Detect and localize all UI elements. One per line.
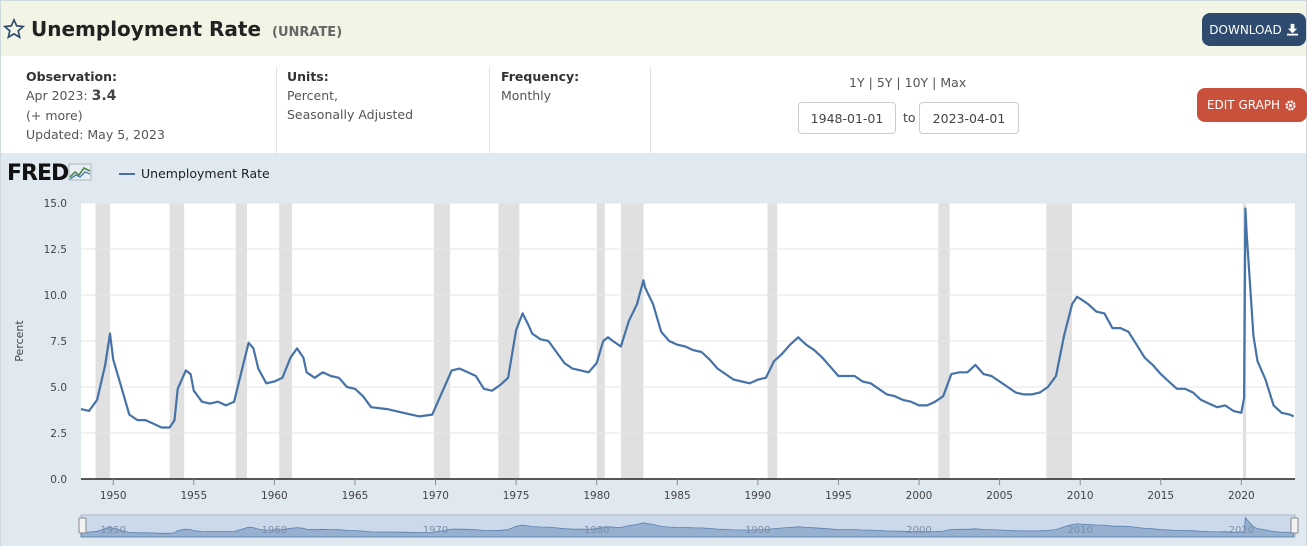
x-tick-label: 1990	[744, 490, 771, 502]
navigator-label: 1970	[423, 525, 448, 536]
x-tick-label: 2020	[1228, 490, 1255, 502]
series-line-unemployment-rate	[80, 207, 1295, 429]
navigator-label: 1990	[745, 525, 770, 536]
observation-label: Observation:	[26, 69, 117, 84]
download-label: DOWNLOAD	[1209, 22, 1282, 37]
to-label: to	[903, 110, 916, 125]
observation-block: Observation: Apr 2023: 3.4 (+ more) Upda…	[26, 67, 165, 144]
more-link[interactable]: (+ more)	[26, 108, 83, 123]
series-name: Unemployment Rate	[31, 17, 262, 41]
x-tick-label: 1980	[583, 490, 610, 502]
series-id: (UNRATE)	[272, 25, 343, 40]
download-button[interactable]: DOWNLOAD	[1202, 13, 1306, 46]
navigator-handle[interactable]	[1290, 517, 1299, 534]
range-separator: |	[868, 75, 873, 90]
frequency-block: Frequency: Monthly	[501, 67, 579, 105]
chart-legend[interactable]: Unemployment Rate	[119, 166, 270, 181]
range-1y[interactable]: 1Y	[849, 75, 865, 90]
units-line1: Percent,	[287, 88, 339, 103]
star-icon[interactable]	[3, 18, 25, 40]
download-icon	[1286, 23, 1298, 36]
units-label: Units:	[287, 69, 329, 84]
gear-icon	[1285, 99, 1296, 111]
x-tick-label: 2000	[906, 490, 933, 502]
range-separator: |	[932, 75, 937, 90]
edit-graph-button[interactable]: EDIT GRAPH	[1197, 88, 1307, 122]
y-tick-label: 15.0	[44, 198, 67, 210]
updated-date: Updated: May 5, 2023	[26, 127, 165, 142]
observation-date: Apr 2023:	[26, 88, 88, 103]
chart: 0.0 2.5 5.0 7.5 10.0 12.5 15.0 1950 1955 1960 1965…	[13, 198, 1299, 538]
y-axis-label: Percent	[13, 320, 26, 362]
x-tick-label: 1950	[100, 490, 127, 502]
navigator-handle[interactable]	[78, 517, 87, 534]
start-date-input[interactable]: 1948-01-01	[798, 102, 896, 134]
x-tick-label: 2005	[986, 490, 1013, 502]
y-tick-label: 2.5	[50, 428, 67, 440]
navigator-label: 1980	[584, 525, 609, 536]
fred-logo: FRED	[7, 161, 92, 186]
x-tick-label: 1960	[261, 490, 288, 502]
navigator-label: 1960	[262, 525, 287, 536]
y-tick-label: 7.5	[50, 336, 67, 348]
range-10y[interactable]: 10Y	[904, 75, 929, 90]
navigator-label: 1950	[101, 525, 126, 536]
end-date-input[interactable]: 2023-04-01	[919, 102, 1019, 134]
x-tick-label: 1970	[422, 490, 449, 502]
fred-chart-icon	[68, 163, 92, 181]
range-links: 1Y | 5Y | 10Y | Max	[849, 75, 966, 90]
y-tick-label: 5.0	[50, 382, 67, 394]
x-tick-label: 2010	[1067, 490, 1094, 502]
range-separator: |	[896, 75, 901, 90]
title-bar	[1, 1, 1306, 56]
series-title: Unemployment Rate (UNRATE)	[31, 17, 342, 41]
navigator-label: 2000	[906, 525, 931, 536]
y-tick-label: 0.0	[50, 474, 67, 486]
divider	[650, 67, 651, 153]
y-tick-label: 12.5	[44, 244, 67, 256]
navigator-label: 2010	[1067, 525, 1092, 536]
x-tick-label: 1965	[342, 490, 369, 502]
divider	[489, 67, 490, 153]
frequency-label: Frequency:	[501, 69, 580, 84]
range-5y[interactable]: 5Y	[876, 75, 893, 90]
x-tick-label: 1955	[180, 490, 207, 502]
y-tick-label: 10.0	[44, 290, 67, 302]
x-tick-label: 2015	[1147, 490, 1174, 502]
legend-label: Unemployment Rate	[141, 166, 270, 181]
legend-swatch	[119, 172, 135, 175]
navigator-label: 2020	[1229, 525, 1254, 536]
x-tick-label: 1995	[825, 490, 852, 502]
units-block: Units: Percent, Seasonally Adjusted	[287, 67, 413, 124]
fred-logo-text: FRED	[7, 161, 69, 186]
units-line2: Seasonally Adjusted	[287, 107, 414, 122]
range-max[interactable]: Max	[940, 75, 967, 90]
edit-graph-label: EDIT GRAPH	[1206, 98, 1281, 112]
navigator-series	[80, 516, 1295, 538]
x-tick-label: 1985	[664, 490, 691, 502]
frequency-value: Monthly	[501, 88, 552, 103]
divider	[276, 67, 277, 153]
x-tick-label: 1975	[503, 490, 530, 502]
observation-value: 3.4	[91, 88, 117, 104]
